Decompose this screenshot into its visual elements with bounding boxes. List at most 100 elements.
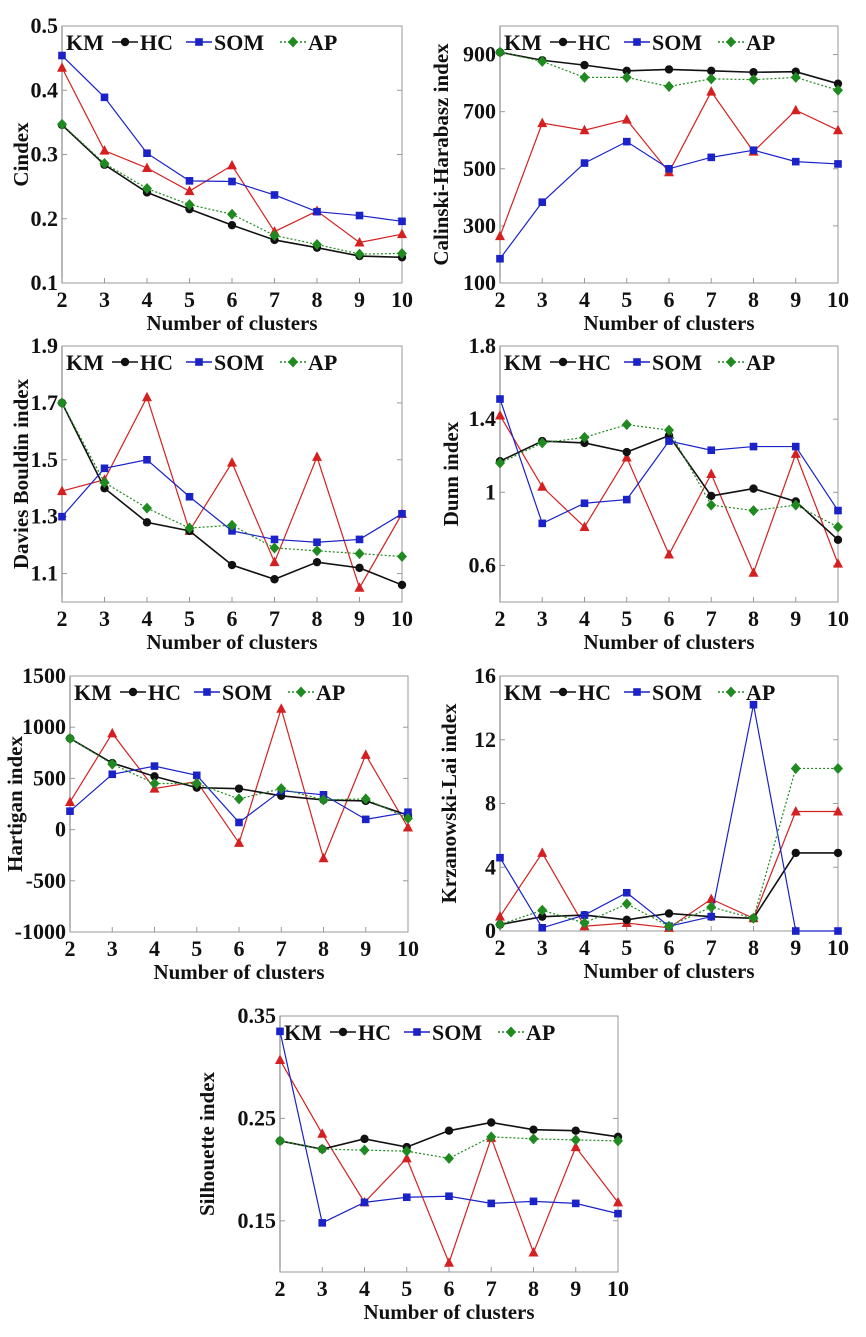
y-tick-label: 0.4 [31, 77, 59, 102]
y-tick-label: 12 [474, 727, 496, 752]
data-point-ap [570, 1134, 581, 1146]
plot-frame [499, 675, 839, 932]
x-tick-label: 3 [317, 1276, 328, 1301]
data-point-ap [537, 904, 548, 916]
x-axis-title: Number of clusters [146, 630, 317, 654]
legend-label: KM [66, 350, 104, 375]
data-point-hc [529, 1125, 538, 1134]
data-point-hc [622, 66, 631, 76]
legend-marker [558, 687, 568, 697]
x-tick-label: 9 [360, 936, 371, 961]
legend-label: KM [66, 30, 104, 55]
series-som [276, 1027, 622, 1227]
data-point-som [496, 395, 504, 403]
data-point-ap [664, 920, 674, 932]
data-point-ap [99, 157, 110, 169]
x-tick-label: 2 [57, 287, 68, 312]
data-point-som [355, 211, 364, 220]
data-point-ap [579, 917, 590, 929]
series-hc [275, 1118, 623, 1154]
y-tick-label: 0.2 [31, 206, 59, 231]
data-point-km [570, 1141, 581, 1152]
data-point-km [403, 822, 413, 832]
data-point-ap [579, 71, 590, 83]
x-tick-label: 4 [579, 287, 590, 312]
y-tick-label: 1 [485, 479, 496, 504]
data-point-km [401, 1152, 412, 1163]
data-point-ap [621, 71, 632, 83]
series-line-som [61, 55, 403, 222]
data-point-som [100, 93, 109, 102]
series-ap [495, 46, 843, 96]
data-point-som [529, 1197, 538, 1206]
data-point-som [707, 446, 716, 455]
y-tick-label: 0.35 [238, 1003, 277, 1028]
legend-label: KM [284, 1020, 322, 1045]
series-hc [57, 120, 407, 262]
series-ap [57, 118, 407, 260]
data-point-som [185, 177, 194, 185]
data-point-ap [444, 1152, 454, 1164]
data-point-som [318, 1219, 327, 1227]
x-tick-label: 6 [227, 606, 238, 631]
legend-marker [558, 37, 568, 47]
y-tick-label: 700 [463, 99, 496, 124]
data-point-ap [495, 46, 505, 58]
legend-marker [633, 358, 641, 366]
series-line-ap [279, 1136, 619, 1159]
x-tick-label: 9 [790, 287, 801, 312]
data-point-som [665, 164, 673, 173]
legend-label: AP [746, 680, 775, 705]
x-tick-label: 10 [397, 936, 419, 961]
x-tick-label: 2 [275, 1276, 286, 1301]
x-tick-label: 4 [579, 606, 590, 631]
data-point-ap [275, 1135, 285, 1147]
data-point-som [398, 510, 406, 518]
series-ap [57, 397, 407, 562]
data-point-som [402, 1193, 411, 1202]
data-point-hc [833, 79, 843, 88]
series-ap [495, 762, 843, 932]
legend-label: HC [358, 1020, 391, 1045]
data-point-som [834, 927, 842, 935]
data-point-ap [184, 522, 195, 534]
y-tick-label: 16 [474, 663, 496, 688]
legend-label: SOM [222, 680, 272, 705]
x-tick-label: 6 [664, 287, 675, 312]
x-tick-label: 10 [391, 287, 413, 312]
legend-marker [120, 357, 130, 367]
data-point-hc [707, 491, 716, 501]
data-point-som [707, 912, 716, 921]
data-point-som [614, 1209, 622, 1218]
legend-label: SOM [214, 30, 264, 55]
data-point-som [791, 157, 800, 166]
data-point-som [192, 771, 201, 780]
data-point-ap [495, 919, 505, 931]
x-tick-label: 6 [664, 606, 675, 631]
x-axis-title: Number of clusters [363, 1300, 534, 1324]
x-tick-label: 3 [537, 287, 548, 312]
data-point-km [495, 230, 505, 241]
y-tick-label: 1.8 [469, 333, 497, 358]
data-point-hc [664, 65, 674, 74]
data-point-ap [227, 208, 237, 220]
legend-label: HC [578, 30, 611, 55]
legend-label: SOM [652, 30, 702, 55]
y-axis-title: Krzanowski-Lai index [437, 703, 461, 904]
legend-label: KM [504, 350, 542, 375]
data-point-km [579, 521, 590, 532]
data-point-ap [142, 183, 152, 195]
y-tick-label: 1.4 [469, 406, 497, 431]
legend-label: AP [526, 1020, 555, 1045]
data-point-hc [664, 909, 674, 918]
data-point-km [790, 448, 801, 458]
x-tick-label: 8 [528, 1276, 539, 1301]
legend-marker [726, 686, 736, 698]
data-point-hc [312, 557, 322, 567]
series-km [495, 409, 843, 577]
legend-marker [633, 688, 641, 696]
series-line-hc [61, 402, 403, 586]
x-tick-label: 10 [827, 606, 849, 631]
data-point-km [57, 485, 67, 496]
chart-panel-davies-bouldin: 1.1 1.3 1.5 1.7 1.9 2 3 4 5 6 7 8 9 10 Number of clust… [0, 330, 430, 660]
